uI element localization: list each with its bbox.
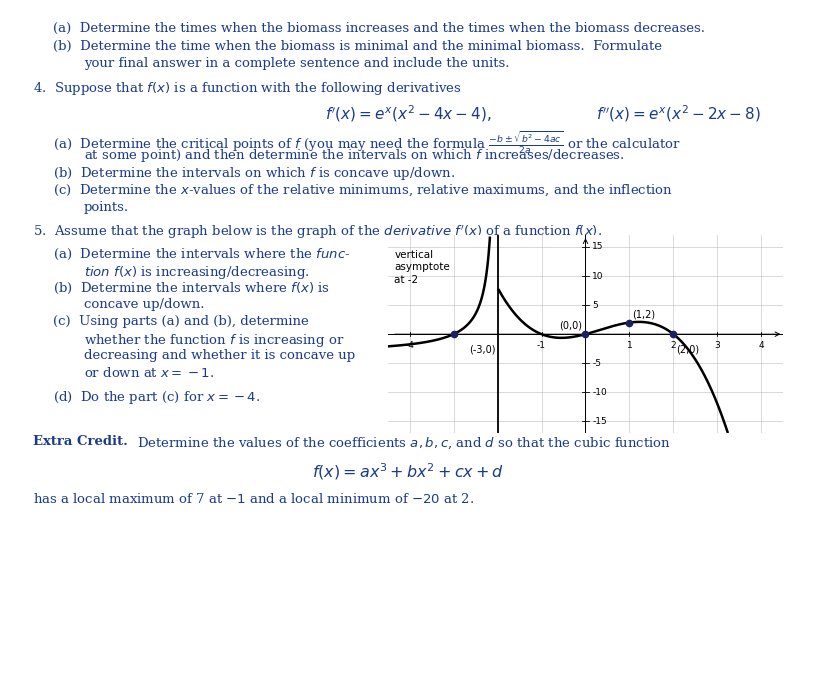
Text: concave up/down.: concave up/down. xyxy=(84,298,205,311)
Text: (c)  Using parts (a) and (b), determine: (c) Using parts (a) and (b), determine xyxy=(53,315,308,328)
Text: (1,2): (1,2) xyxy=(632,310,654,320)
Text: (a)  Determine the intervals where the $\mathit{func}$-: (a) Determine the intervals where the $\… xyxy=(53,247,351,262)
Text: (-3,0): (-3,0) xyxy=(469,344,495,355)
Text: $f'(x) = e^x(x^2 - 4x - 4),$: $f'(x) = e^x(x^2 - 4x - 4),$ xyxy=(325,104,491,124)
Text: -1: -1 xyxy=(537,341,546,350)
Text: Extra Credit.: Extra Credit. xyxy=(33,435,127,448)
Text: 1: 1 xyxy=(627,341,632,350)
Text: (c)  Determine the $x$-values of the relative minimums, relative maximums, and t: (c) Determine the $x$-values of the rela… xyxy=(53,183,673,198)
Text: 2: 2 xyxy=(671,341,676,350)
Text: at some point) and then determine the intervals on which $f$ increases/decreases: at some point) and then determine the in… xyxy=(84,147,625,164)
Text: your final answer in a complete sentence and include the units.: your final answer in a complete sentence… xyxy=(84,57,509,70)
Text: 5.  Assume that the graph below is the graph of the $\mathit{derivative}$ $f'(x): 5. Assume that the graph below is the gr… xyxy=(33,224,601,241)
Text: -5: -5 xyxy=(592,359,601,368)
Text: vertical
asymptote
at -2: vertical asymptote at -2 xyxy=(394,250,450,284)
Text: (a)  Determine the times when the biomass increases and the times when the bioma: (a) Determine the times when the biomass… xyxy=(53,22,705,35)
Text: 3: 3 xyxy=(715,341,721,350)
Text: 4: 4 xyxy=(759,341,765,350)
Text: (2,0): (2,0) xyxy=(676,344,698,355)
Text: (b)  Determine the time when the biomass is minimal and the minimal biomass.  Fo: (b) Determine the time when the biomass … xyxy=(53,40,662,53)
Text: points.: points. xyxy=(84,201,129,213)
Text: (b)  Determine the intervals where $f(x)$ is: (b) Determine the intervals where $f(x)$… xyxy=(53,281,330,296)
Text: -10: -10 xyxy=(592,388,607,397)
Text: 15: 15 xyxy=(592,242,604,252)
Text: decreasing and whether it is concave up: decreasing and whether it is concave up xyxy=(84,349,355,362)
Text: has a local maximum of 7 at $-1$ and a local minimum of $-20$ at 2.: has a local maximum of 7 at $-1$ and a l… xyxy=(33,492,474,507)
Text: 4.  Suppose that $f(x)$ is a function with the following derivatives: 4. Suppose that $f(x)$ is a function wit… xyxy=(33,80,462,98)
Text: $f(x) = ax^3 + bx^2 + cx + d$: $f(x) = ax^3 + bx^2 + cx + d$ xyxy=(312,462,504,482)
Text: or down at $x = -1$.: or down at $x = -1$. xyxy=(84,366,215,381)
Text: 10: 10 xyxy=(592,271,604,280)
Text: $\mathit{tion}$ $f(x)$ is increasing/decreasing.: $\mathit{tion}$ $f(x)$ is increasing/dec… xyxy=(84,264,309,281)
Text: -4: -4 xyxy=(406,341,414,350)
Text: (d)  Do the part (c) for $x = -4$.: (d) Do the part (c) for $x = -4$. xyxy=(53,389,260,406)
Text: (a)  Determine the critical points of $f$ (you may need the formula $\frac{-b\pm: (a) Determine the critical points of $f$… xyxy=(53,130,681,155)
Text: (0,0): (0,0) xyxy=(559,320,582,330)
Text: 5: 5 xyxy=(592,301,598,310)
Text: whether the function $f$ is increasing or: whether the function $f$ is increasing o… xyxy=(84,332,344,349)
Text: $f''(x) = e^x(x^2 - 2x - 8)$: $f''(x) = e^x(x^2 - 2x - 8)$ xyxy=(596,104,761,124)
Text: Determine the values of the coefficients $a, b, c$, and $d$ so that the cubic fu: Determine the values of the coefficients… xyxy=(137,435,672,451)
Text: (b)  Determine the intervals on which $f$ is concave up/down.: (b) Determine the intervals on which $f$… xyxy=(53,165,455,182)
Text: -15: -15 xyxy=(592,417,607,426)
